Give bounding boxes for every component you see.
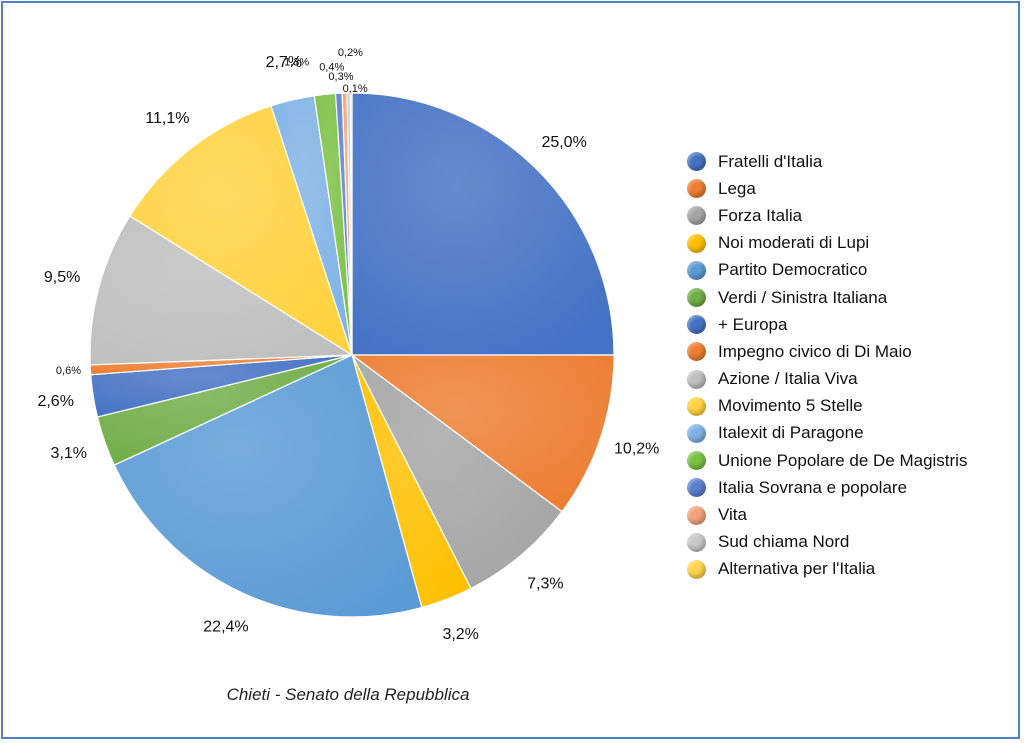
slice-data-label: 0,3% <box>328 71 353 83</box>
legend-swatch <box>687 451 706 471</box>
slice-data-label: 10,2% <box>614 441 659 458</box>
slice-data-label: 11,1% <box>145 110 189 127</box>
legend-label: Vita <box>718 505 747 525</box>
slice-data-label: 2,7% <box>266 54 302 71</box>
slice-data-label: 9,5% <box>44 269 80 286</box>
legend-swatch <box>687 423 706 443</box>
pie-slice <box>351 354 563 590</box>
legend-item: Vita <box>687 501 967 528</box>
legend-item: + Europa <box>687 311 967 338</box>
legend-swatch <box>687 152 706 172</box>
legend-swatch <box>687 559 706 579</box>
legend-item: Verdi / Sinistra Italiana <box>687 284 967 311</box>
slice-data-label: 0,6% <box>56 365 81 377</box>
legend-swatch <box>687 396 706 416</box>
legend-label: Fratelli d'Italia <box>718 151 823 171</box>
legend-swatch <box>687 179 706 199</box>
pie-slice <box>129 105 354 357</box>
legend-label: Noi moderati di Lupi <box>718 233 870 253</box>
legend-swatch <box>687 315 706 335</box>
legend-label: Italexit di Paragone <box>718 423 864 443</box>
legend-label: Forza Italia <box>718 205 803 225</box>
legend-label: Verdi / Sinistra Italiana <box>718 287 888 307</box>
slice-data-label: 7,3% <box>527 576 563 593</box>
legend-swatch <box>687 478 706 498</box>
pie-slice <box>113 354 423 618</box>
legend: Fratelli d'Italia Lega Forza Italia Noi mod… <box>687 148 967 583</box>
legend-item: Fratelli d'Italia <box>687 148 967 175</box>
legend-item: Impegno civico di Di Maio <box>687 338 967 365</box>
pie-slice <box>89 215 354 366</box>
slice-data-label: 22,4% <box>203 618 248 635</box>
legend-label: Azione / Italia Viva <box>718 369 858 389</box>
legend-label: Alternativa per l'Italia <box>718 559 876 579</box>
slice-data-label: 25,0% <box>541 134 586 151</box>
legend-label: Unione Popolare de De Magistris <box>718 450 968 470</box>
legend-item: Noi moderati di Lupi <box>687 230 967 257</box>
legend-item: Movimento 5 Stelle <box>687 393 967 420</box>
legend-item: Unione Popolare de De Magistris <box>687 447 967 474</box>
legend-item: Alternativa per l'Italia <box>687 556 967 583</box>
pie-slice <box>351 92 615 356</box>
legend-label: Sud chiama Nord <box>718 532 850 552</box>
slice-data-label: 0,4% <box>319 61 344 73</box>
legend-swatch <box>687 342 706 362</box>
chart-caption: Chieti - Senato della Repubblica <box>226 685 470 704</box>
slice-data-label: 2,6% <box>37 393 73 410</box>
legend-swatch <box>687 206 706 226</box>
legend-item: Azione / Italia Viva <box>687 366 967 393</box>
legend-swatch <box>687 505 706 525</box>
legend-swatch <box>687 260 706 280</box>
legend-item: Sud chiama Nord <box>687 529 967 556</box>
legend-label: Lega <box>718 178 756 198</box>
legend-label: Movimento 5 Stelle <box>718 396 863 416</box>
legend-label: + Europa <box>718 314 788 334</box>
pie-slice <box>349 92 353 356</box>
legend-label: Impegno civico di Di Maio <box>718 341 912 361</box>
pie-slice <box>350 354 615 513</box>
legend-item: Partito Democratico <box>687 257 967 284</box>
legend-item: Forza Italia <box>687 202 967 229</box>
legend-item: Italia Sovrana e popolare <box>687 474 967 501</box>
slice-data-label: 0,2% <box>338 47 363 59</box>
legend-swatch <box>687 532 706 552</box>
legend-label: Italia Sovrana e popolare <box>718 477 908 497</box>
pie-chart: 25,0% 10,2% 7,3% 3,2% 22,4% 3,1% 2,6% 0,6% 9,5% 1… <box>37 47 659 643</box>
legend-item: Lega <box>687 175 967 202</box>
slice-data-label: 3,2% <box>442 626 478 643</box>
slice-data-label: 1,3% <box>284 56 309 68</box>
legend-label: Partito Democratico <box>718 260 868 280</box>
legend-swatch <box>687 288 706 308</box>
slice-data-label: 3,1% <box>51 445 87 462</box>
slice-data-label: 0,1% <box>343 83 368 95</box>
legend-item: Italexit di Paragone <box>687 420 967 447</box>
legend-swatch <box>687 233 706 253</box>
legend-swatch <box>687 369 706 389</box>
